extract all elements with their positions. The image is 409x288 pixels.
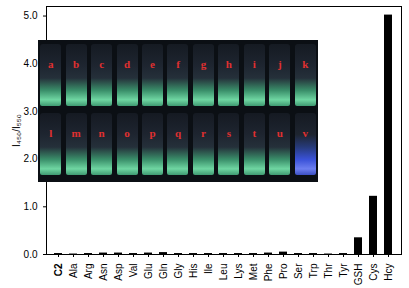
svg-text:3.0: 3.0 (24, 106, 38, 117)
html-text:r: r (201, 126, 206, 139)
html-text:e: e (150, 57, 155, 70)
html-text:j: j (278, 57, 282, 70)
svg-text:Phe: Phe (263, 263, 274, 281)
svg-text:Gln: Gln (158, 264, 169, 280)
svg-text:Pro: Pro (278, 263, 289, 279)
svg-text:Leu: Leu (218, 264, 229, 281)
html-text:b: b (73, 57, 80, 70)
html-text:n: n (98, 126, 105, 139)
svg-text:His: His (188, 264, 199, 278)
html-text:c: c (99, 57, 105, 70)
html-text:u: u (276, 126, 283, 139)
svg-text:Gly: Gly (173, 264, 184, 279)
svg-text:Thr: Thr (323, 263, 334, 279)
html-text:o: o (124, 126, 130, 139)
html-text:h: h (225, 57, 232, 70)
svg-text:4.0: 4.0 (24, 58, 38, 69)
html-text:i: i (252, 57, 256, 70)
html-text:s: s (226, 126, 231, 139)
svg-text:Lys: Lys (233, 264, 244, 279)
svg-text:2.0: 2.0 (24, 153, 38, 164)
html-text:a: a (48, 57, 54, 70)
svg-text:Glu: Glu (143, 264, 154, 280)
svg-text:Met: Met (248, 263, 259, 280)
svg-text:Ser: Ser (293, 263, 304, 279)
svg-text:GSH: GSH (353, 264, 364, 286)
svg-text:Trp: Trp (308, 263, 319, 278)
svg-text:Arg: Arg (83, 264, 94, 280)
html-text:m: m (71, 126, 81, 139)
html-text:p: p (149, 126, 156, 139)
svg-text:Cys: Cys (368, 264, 379, 281)
svg-text:Val: Val (128, 264, 139, 278)
html-text:l: l (49, 126, 53, 139)
html-text:t: t (252, 126, 257, 139)
svg-text:0.0: 0.0 (24, 249, 38, 260)
html-text:g: g (200, 57, 207, 70)
svg-text:5.0: 5.0 (24, 10, 38, 21)
svg-text:Tyr: Tyr (338, 263, 349, 278)
svg-text:I₄₅₀/I₅₅₀: I₄₅₀/I₅₅₀ (11, 114, 22, 147)
svg-text:Asp: Asp (113, 263, 124, 281)
svg-text:1.0: 1.0 (24, 201, 38, 212)
svg-text:Ala: Ala (68, 263, 79, 278)
html-text:d: d (124, 57, 131, 70)
html-text:f: f (176, 57, 180, 70)
html-text:k: k (302, 57, 309, 70)
html-text:q: q (174, 126, 181, 139)
svg-text:Hcy: Hcy (383, 264, 394, 281)
html-text:v: v (302, 126, 308, 139)
svg-text:C2: C2 (53, 263, 64, 276)
svg-text:Asn: Asn (98, 264, 109, 281)
svg-text:Ile: Ile (203, 263, 214, 274)
